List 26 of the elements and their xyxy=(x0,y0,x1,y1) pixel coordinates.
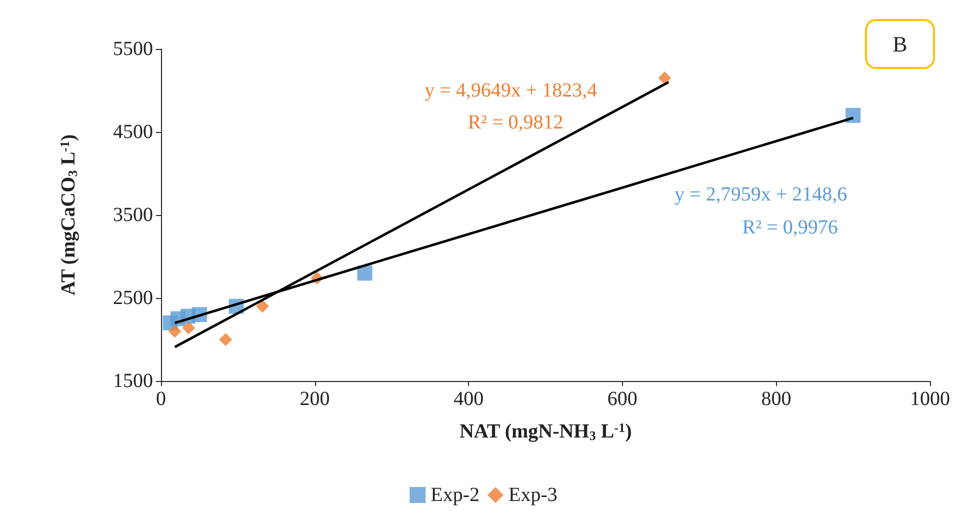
annotation: R² = 0,9812 xyxy=(468,111,564,134)
x-tick-label: 800 xyxy=(761,388,792,410)
x-tick-label: 0 xyxy=(156,388,166,410)
x-tick-label: 1000 xyxy=(910,388,950,410)
annotation: R² = 0,9976 xyxy=(742,216,838,238)
y-tick-label: 5500 xyxy=(113,38,153,60)
y-tick-label: 3500 xyxy=(113,204,153,226)
x-tick-label: 400 xyxy=(454,388,484,410)
point xyxy=(357,266,372,281)
point xyxy=(168,324,182,338)
y-axis-title: AT (mgCaCO3 L-1) xyxy=(57,134,80,296)
annotation: y = 2,7959x + 2148,6 xyxy=(674,183,848,206)
x-tick-label: 600 xyxy=(607,388,638,410)
point xyxy=(658,72,672,85)
legend-label: Exp-2 xyxy=(430,484,480,506)
x-tick-label: 200 xyxy=(300,388,330,410)
y-tick-label: 2500 xyxy=(113,287,153,309)
y-tick-label: 1500 xyxy=(113,370,153,392)
point xyxy=(846,108,861,123)
point xyxy=(256,300,270,313)
legend-label: Exp-3 xyxy=(508,484,558,506)
point xyxy=(219,333,232,346)
y-tick-label: 4500 xyxy=(113,121,153,143)
annotation: B xyxy=(892,32,908,56)
point xyxy=(182,321,196,334)
annotation: y = 4,9649x + 1823,4 xyxy=(424,80,598,102)
